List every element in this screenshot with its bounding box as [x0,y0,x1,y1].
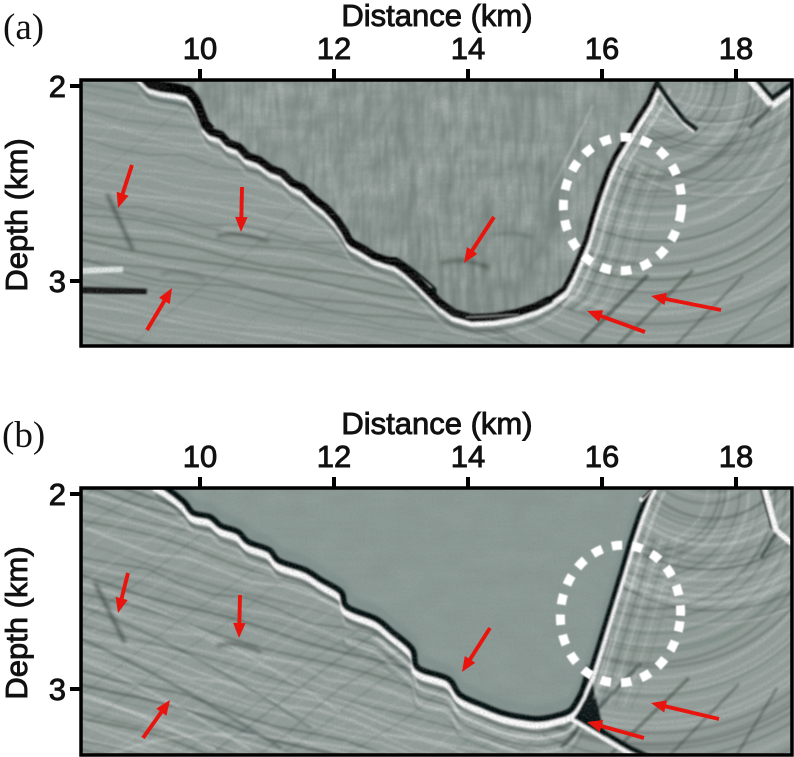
svg-text:3: 3 [49,264,66,299]
svg-text:16: 16 [585,31,619,66]
svg-text:18: 18 [719,439,753,474]
svg-text:16: 16 [585,439,619,474]
svg-text:(b): (b) [2,415,45,456]
svg-text:Distance (km): Distance (km) [341,406,532,441]
svg-text:12: 12 [317,439,351,474]
svg-text:12: 12 [317,31,351,66]
svg-text:10: 10 [183,439,217,474]
svg-text:(a): (a) [3,7,44,48]
svg-text:Distance (km): Distance (km) [341,0,532,33]
svg-text:3: 3 [49,672,66,707]
svg-text:2: 2 [49,477,66,512]
svg-text:Depth (km): Depth (km) [0,546,34,699]
svg-text:2: 2 [49,69,66,104]
svg-text:14: 14 [451,439,485,474]
svg-text:14: 14 [451,31,485,66]
svg-text:18: 18 [719,31,753,66]
svg-text:Depth (km): Depth (km) [0,138,34,291]
svg-text:10: 10 [183,31,217,66]
